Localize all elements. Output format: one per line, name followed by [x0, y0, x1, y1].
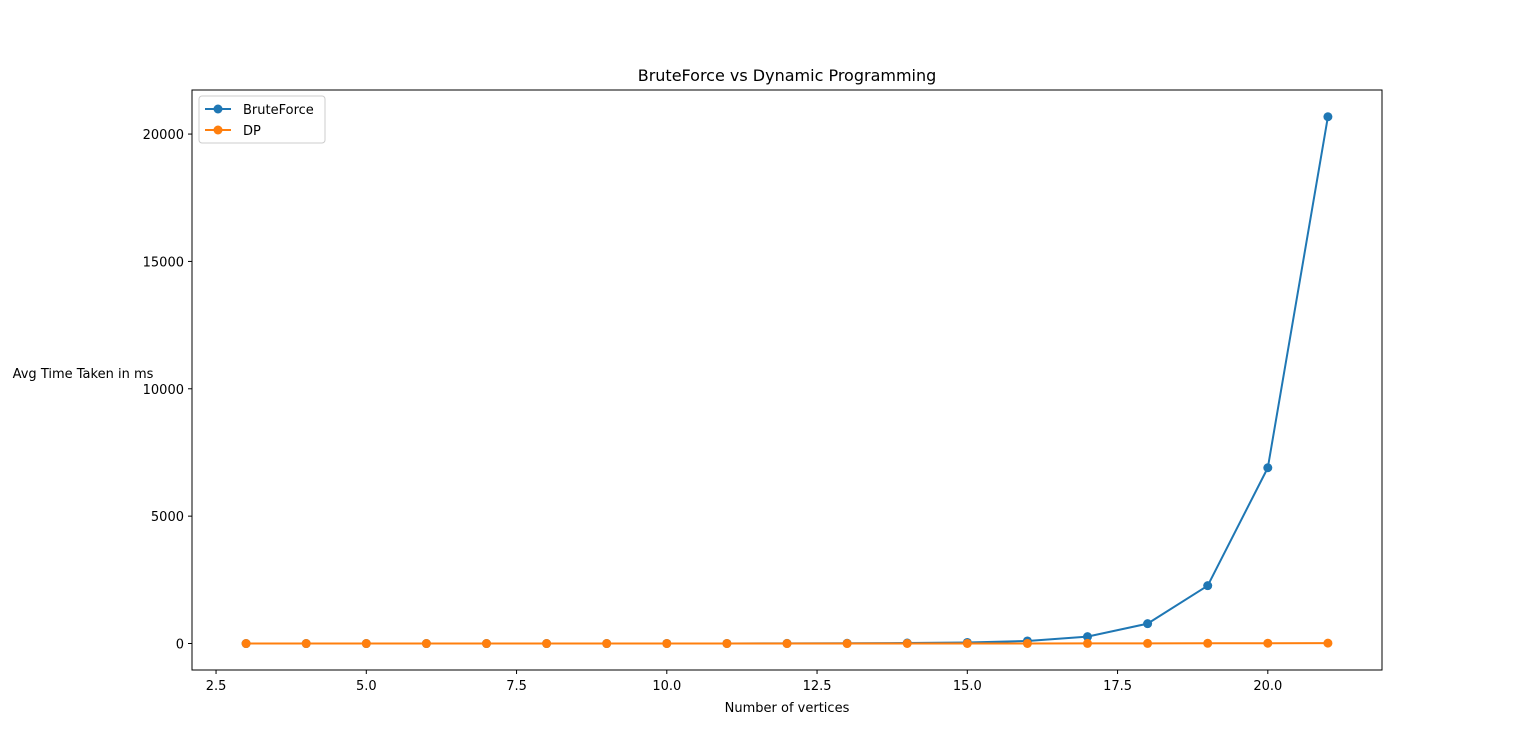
- chart-title: BruteForce vs Dynamic Programming: [638, 66, 937, 85]
- plot-area-frame: [191, 89, 1383, 671]
- data-point-dp: [481, 639, 491, 649]
- series-layer: [241, 112, 1333, 649]
- x-tick-label: 15.0: [953, 679, 982, 694]
- legend: BruteForce DP: [198, 95, 326, 144]
- y-tick-label: 15000: [143, 255, 184, 270]
- x-tick-label: 17.5: [1103, 679, 1132, 694]
- y-tick-label: 0: [176, 638, 184, 653]
- x-axis: 2.5 5.0 7.5 10.0 12.5 15.0 17.5 20.0: [206, 670, 1282, 694]
- legend-swatch-marker-dp: [213, 125, 223, 135]
- data-point-dp: [1323, 638, 1333, 648]
- data-point-dp: [1083, 638, 1093, 648]
- x-axis-label: Number of vertices: [725, 701, 850, 716]
- x-tick-label: 2.5: [206, 679, 227, 694]
- data-point-dp: [241, 639, 251, 649]
- x-tick-label: 20.0: [1253, 679, 1282, 694]
- data-point-dp: [542, 639, 552, 649]
- data-point-dp: [1203, 638, 1213, 648]
- legend-frame: [198, 95, 326, 144]
- legend-swatch-marker-bruteforce: [213, 104, 223, 114]
- data-point-dp: [421, 639, 431, 649]
- data-point-bruteforce: [1263, 463, 1273, 473]
- x-tick-label: 5.0: [356, 679, 377, 694]
- x-tick-label: 10.0: [652, 679, 681, 694]
- x-tick-label: 12.5: [803, 679, 832, 694]
- y-axis: 0 5000 10000 15000 20000: [143, 128, 192, 653]
- x-tick-label: 7.5: [506, 679, 527, 694]
- data-point-bruteforce: [1083, 632, 1093, 642]
- data-point-bruteforce: [1203, 581, 1213, 591]
- data-point-bruteforce: [1323, 112, 1333, 122]
- data-point-dp: [842, 639, 852, 649]
- data-point-dp: [301, 639, 311, 649]
- y-tick-label: 20000: [143, 128, 184, 143]
- data-point-dp: [1143, 638, 1153, 648]
- y-axis-label: Avg Time Taken in ms: [13, 367, 154, 382]
- data-point-dp: [962, 638, 972, 648]
- data-point-dp: [722, 639, 732, 649]
- y-tick-label: 10000: [143, 383, 184, 398]
- data-point-dp: [1022, 638, 1032, 648]
- data-point-dp: [782, 639, 792, 649]
- data-point-bruteforce: [1143, 619, 1153, 629]
- data-point-dp: [1263, 638, 1273, 648]
- data-point-dp: [902, 638, 912, 648]
- y-tick-label: 5000: [151, 510, 184, 525]
- data-point-dp: [602, 639, 612, 649]
- legend-label-dp: DP: [243, 124, 261, 139]
- data-point-dp: [361, 639, 371, 649]
- data-point-dp: [662, 639, 672, 649]
- legend-label-bruteforce: BruteForce: [243, 103, 314, 118]
